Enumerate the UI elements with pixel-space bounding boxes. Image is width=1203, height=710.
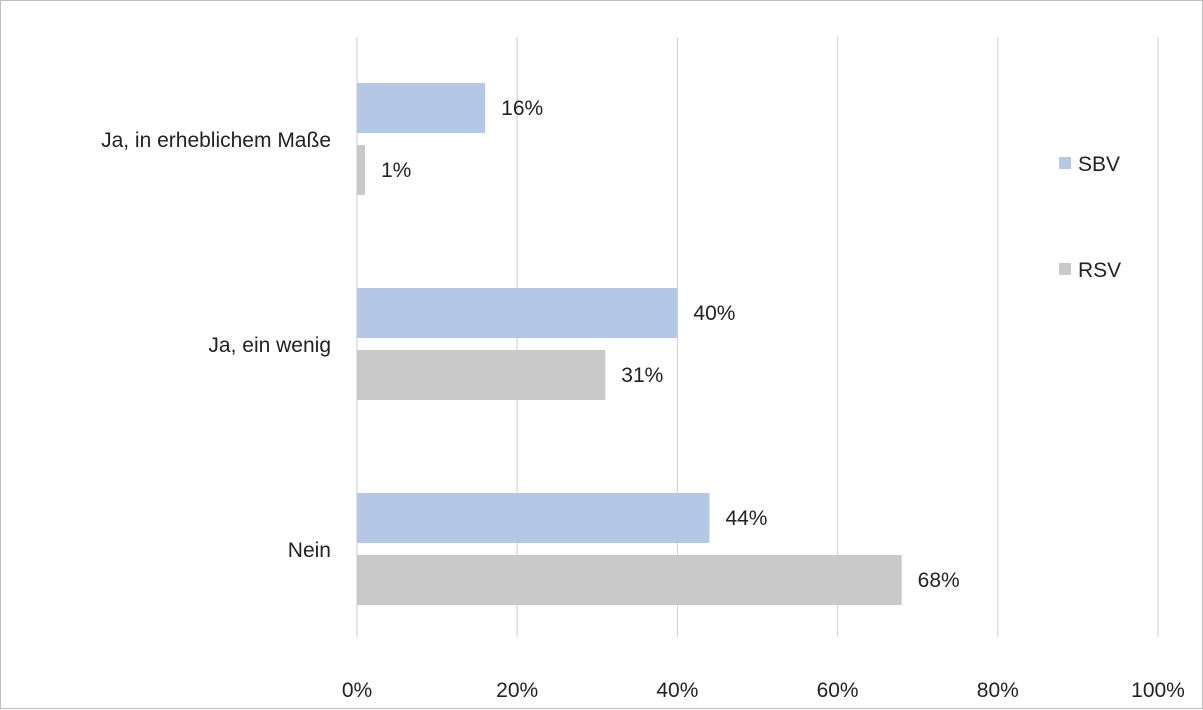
legend-swatch (1059, 263, 1071, 275)
data-label: 1% (381, 159, 411, 182)
legend-label: SBV (1078, 153, 1120, 176)
x-tick-label: 80% (977, 679, 1019, 702)
bar-rsv (357, 555, 902, 605)
data-label: 68% (918, 569, 960, 592)
x-tick-label: 60% (817, 679, 859, 702)
data-label: 40% (693, 302, 735, 325)
bars (357, 83, 902, 605)
x-tick-label: 0% (342, 679, 372, 702)
x-tick-labels: 0% 20% 40% 60% 80% 100% (342, 679, 1185, 702)
bar-sbv (357, 83, 486, 133)
category-labels: Ja, in erheblichem Maße Ja, ein wenig Nein (101, 129, 331, 562)
category-label: Ja, in erheblichem Maße (101, 129, 331, 152)
category-label: Ja, ein wenig (208, 334, 331, 357)
data-labels: 16% 1% 40% 31% 44% 68% (381, 97, 960, 592)
bar-rsv (357, 350, 606, 400)
legend-label: RSV (1078, 259, 1121, 282)
category-label: Nein (288, 539, 331, 562)
data-label: 16% (501, 97, 543, 120)
bar-sbv (357, 493, 710, 543)
legend: SBV RSV (1059, 153, 1121, 282)
x-tick-label: 40% (656, 679, 698, 702)
legend-swatch (1059, 157, 1071, 169)
x-tick-label: 100% (1131, 679, 1185, 702)
bar-rsv (357, 145, 366, 195)
data-label: 31% (621, 364, 663, 387)
x-tick-label: 20% (496, 679, 538, 702)
bar-sbv (357, 288, 678, 338)
data-label: 44% (725, 507, 767, 530)
